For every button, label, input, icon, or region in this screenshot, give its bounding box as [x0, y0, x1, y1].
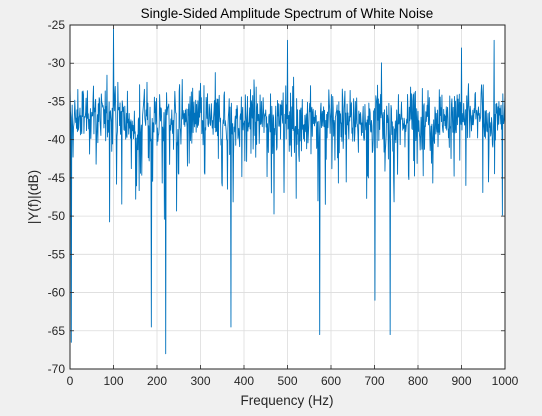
x-tick-label: 800	[408, 374, 428, 388]
y-tick-label: -40	[48, 133, 66, 147]
x-tick-label: 0	[67, 374, 74, 388]
y-tick-label: -60	[48, 286, 66, 300]
y-axis-label: |Y(f)|(dB)	[26, 170, 41, 224]
y-tick-label: -30	[48, 56, 66, 70]
y-tick-label: -35	[48, 94, 66, 108]
y-tick-label: -55	[48, 247, 66, 261]
x-tick-label: 200	[147, 374, 167, 388]
y-tick-label: -70	[48, 362, 66, 376]
y-axis-ticks: -70 -65 -60 -55 -50 -45 -40 -35 -30 -25	[48, 18, 505, 376]
x-tick-label: 100	[103, 374, 123, 388]
x-tick-label: 1000	[492, 374, 519, 388]
x-axis-label: Frequency (Hz)	[240, 393, 333, 408]
x-tick-label: 400	[234, 374, 254, 388]
x-axis-ticks: 0 100 200 300 400 500 600 700 800 900 1000	[67, 25, 519, 388]
x-tick-label: 700	[364, 374, 384, 388]
x-tick-label: 600	[321, 374, 341, 388]
y-tick-label: -25	[48, 18, 66, 32]
chart-title: Single-Sided Amplitude Spectrum of White…	[141, 6, 434, 21]
x-tick-label: 500	[277, 374, 297, 388]
spectrum-series-line	[69, 28, 506, 355]
y-tick-label: -45	[48, 171, 66, 185]
x-tick-label: 900	[451, 374, 471, 388]
y-tick-label: -65	[48, 324, 66, 338]
x-tick-label: 300	[190, 374, 210, 388]
y-tick-label: -50	[48, 209, 66, 223]
